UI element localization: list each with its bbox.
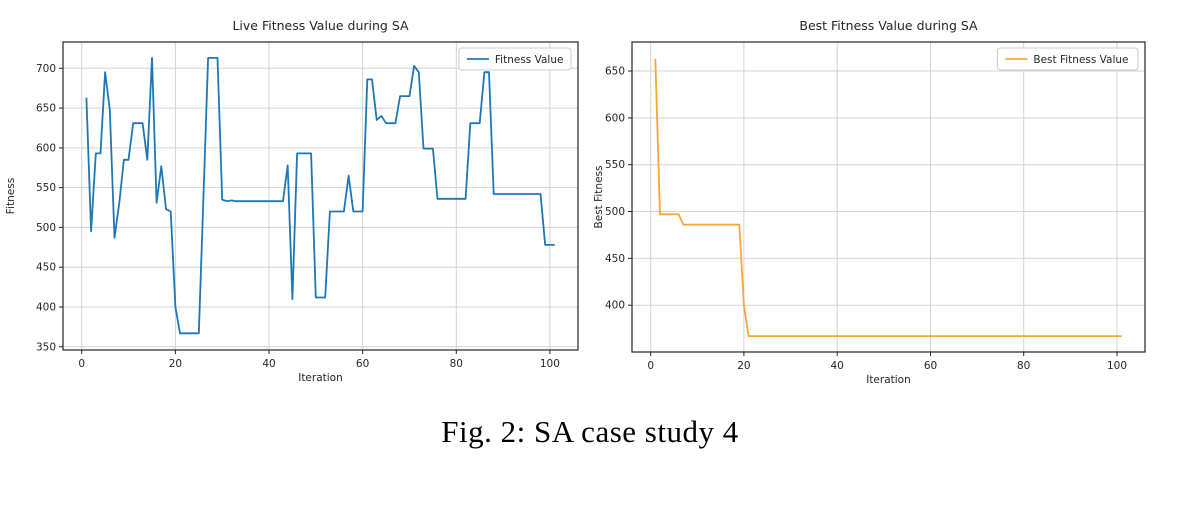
y-tick-label: 700 [36,63,56,75]
chart-title: Best Fitness Value during SA [799,18,978,33]
y-tick-label: 550 [36,182,56,194]
x-tick-label: 40 [831,360,844,372]
chart-title: Live Fitness Value during SA [232,18,409,33]
x-tick-label: 80 [1017,360,1030,372]
y-tick-label: 600 [605,112,625,124]
x-tick-label: 100 [540,358,560,370]
x-tick-label: 20 [169,358,182,370]
x-tick-label: 60 [924,360,937,372]
x-tick-label: 100 [1107,360,1127,372]
x-tick-label: 60 [356,358,369,370]
legend-box [996,47,1139,71]
y-tick-label: 400 [36,302,56,314]
best-fitness-chart: 400 450 500 550 600 650 0 20 40 60 80 100 Best Fitne… [590,0,1180,395]
fitness-line [85,57,555,335]
x-axis-label: Iteration [298,372,343,384]
best-fitness-chart-svg: 400 450 500 550 600 650 0 20 40 60 80 100 Best Fitne… [593,18,1146,386]
x-tick-label: 80 [450,358,463,370]
y-axis-label: Fitness [5,178,17,214]
legend-label: Best Fitness Value [1033,54,1128,66]
y-tick-label: 500 [36,222,56,234]
fitness-line [654,58,1122,338]
x-tick-label: 40 [262,358,275,370]
x-tick-label: 0 [647,360,654,372]
x-tick-label: 0 [78,358,85,370]
y-tick-label: 450 [36,262,56,274]
live-fitness-chart: 350 400 450 500 550 600 650 700 0 20 40 60 80 100 Live… [0,0,590,395]
y-tick-label: 500 [605,206,625,218]
live-fitness-chart-svg: 350 400 450 500 550 600 650 700 0 20 40 60 80 100 Live… [5,18,579,384]
legend-box [458,47,572,71]
figure-caption: Fig. 2: SA case study 4 [441,414,739,449]
figure-charts-row: 350 400 450 500 550 600 650 700 0 20 40 60 80 100 Live… [0,0,1180,395]
x-tick-label: 20 [737,360,750,372]
y-tick-label: 650 [36,103,56,115]
y-tick-label: 650 [605,66,625,78]
axes-frame [631,41,1146,353]
x-axis-label: Iteration [866,374,911,386]
y-tick-label: 600 [36,142,56,154]
y-tick-label: 550 [605,159,625,171]
legend-label: Fitness Value [495,54,564,66]
y-tick-label: 350 [36,341,56,353]
y-tick-label: 450 [605,253,625,265]
y-tick-label: 400 [605,300,625,312]
y-axis-label: Best Fitness [593,166,605,229]
axes-frame [62,41,579,351]
